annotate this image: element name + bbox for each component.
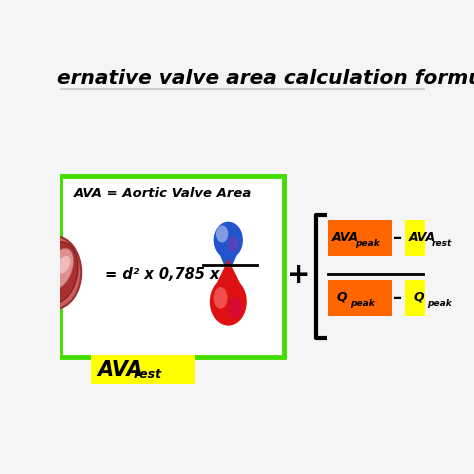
- Text: AVA = Aortic Valve Area: AVA = Aortic Valve Area: [74, 187, 253, 200]
- Text: rest: rest: [134, 368, 162, 382]
- Ellipse shape: [38, 242, 78, 303]
- Ellipse shape: [216, 226, 228, 242]
- FancyBboxPatch shape: [405, 280, 468, 316]
- Ellipse shape: [228, 297, 241, 319]
- Text: Q: Q: [413, 291, 424, 304]
- Text: peak: peak: [427, 299, 452, 308]
- Ellipse shape: [27, 236, 81, 309]
- Ellipse shape: [228, 237, 238, 252]
- FancyBboxPatch shape: [405, 220, 468, 255]
- Ellipse shape: [214, 222, 243, 259]
- Text: AVA: AVA: [332, 230, 359, 244]
- Text: –: –: [393, 289, 402, 307]
- Text: rest: rest: [431, 239, 452, 248]
- Text: AVA: AVA: [409, 230, 436, 244]
- Text: AVA: AVA: [97, 359, 143, 380]
- Ellipse shape: [47, 248, 73, 289]
- Text: peak: peak: [350, 299, 375, 308]
- FancyBboxPatch shape: [91, 355, 195, 384]
- Ellipse shape: [214, 287, 228, 309]
- Ellipse shape: [56, 256, 71, 273]
- Text: Q: Q: [336, 291, 346, 304]
- Text: peak: peak: [356, 239, 380, 248]
- FancyBboxPatch shape: [328, 220, 392, 255]
- FancyBboxPatch shape: [328, 280, 392, 316]
- FancyBboxPatch shape: [61, 176, 284, 357]
- Text: ernative valve area calculation formu: ernative valve area calculation formu: [56, 69, 474, 88]
- Polygon shape: [211, 259, 245, 294]
- Text: = d² x 0,785 x: = d² x 0,785 x: [105, 267, 219, 283]
- Ellipse shape: [210, 278, 247, 326]
- Text: +: +: [287, 261, 311, 289]
- Text: –: –: [393, 229, 402, 247]
- Polygon shape: [215, 244, 241, 275]
